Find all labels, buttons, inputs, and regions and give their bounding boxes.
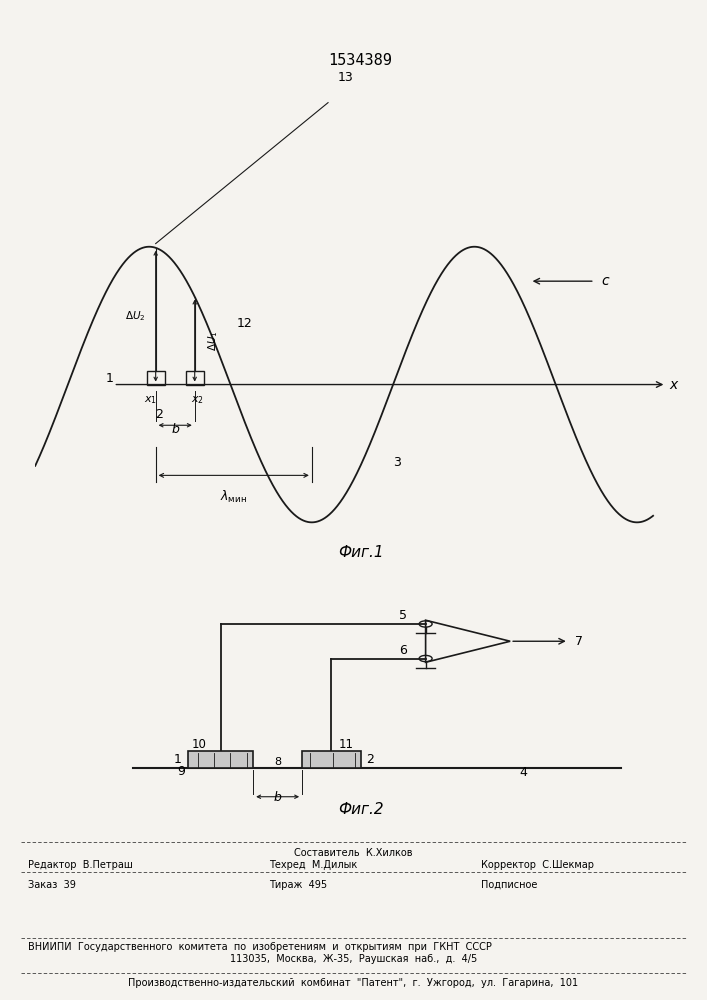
Text: Фиг.1: Фиг.1 bbox=[338, 545, 383, 560]
Text: 113035,  Москва,  Ж-35,  Раушская  наб.,  д.  4/5: 113035, Москва, Ж-35, Раушская наб., д. … bbox=[230, 954, 477, 964]
Text: $x_1$: $x_1$ bbox=[144, 394, 157, 406]
Text: 1534389: 1534389 bbox=[329, 53, 392, 68]
Text: Заказ  39: Заказ 39 bbox=[28, 880, 76, 890]
Text: 11: 11 bbox=[339, 738, 354, 751]
Text: x: x bbox=[670, 378, 678, 392]
Text: 13: 13 bbox=[338, 71, 354, 84]
Text: Техред  М.Дилык: Техред М.Дилык bbox=[269, 860, 357, 870]
Text: Тираж  495: Тираж 495 bbox=[269, 880, 327, 890]
Text: 3: 3 bbox=[393, 456, 401, 469]
Bar bbox=[186, 371, 204, 385]
Text: 12: 12 bbox=[237, 317, 252, 330]
Text: c: c bbox=[601, 274, 609, 288]
Bar bbox=[302, 751, 361, 768]
Text: 7: 7 bbox=[575, 635, 583, 648]
Text: $\lambda_{\rm мин}$: $\lambda_{\rm мин}$ bbox=[220, 489, 247, 505]
Text: $\Delta U_1$: $\Delta U_1$ bbox=[206, 330, 220, 351]
Text: ВНИИПИ  Государственного  комитета  по  изобретениям  и  открытиям  при  ГКНТ  С: ВНИИПИ Государственного комитета по изоб… bbox=[28, 942, 492, 952]
Text: 2: 2 bbox=[155, 408, 163, 421]
Text: 8: 8 bbox=[274, 757, 281, 767]
Text: Корректор  С.Шекмар: Корректор С.Шекмар bbox=[481, 860, 594, 870]
Text: Производственно-издательский  комбинат  "Патент",  г.  Ужгород,  ул.  Гагарина, : Производственно-издательский комбинат "П… bbox=[129, 978, 578, 988]
Text: b: b bbox=[274, 791, 281, 804]
Bar bbox=[188, 751, 253, 768]
Text: Составитель  К.Хилков: Составитель К.Хилков bbox=[294, 848, 413, 858]
Text: Фиг.2: Фиг.2 bbox=[338, 802, 383, 817]
Text: b: b bbox=[171, 423, 179, 436]
Text: 2: 2 bbox=[366, 753, 373, 766]
Text: $\Delta U_2$: $\Delta U_2$ bbox=[124, 309, 145, 323]
Text: 9: 9 bbox=[177, 765, 185, 778]
Text: 4: 4 bbox=[519, 766, 527, 779]
Text: $x_2$: $x_2$ bbox=[192, 394, 204, 406]
Text: 10: 10 bbox=[192, 738, 206, 751]
Text: 6: 6 bbox=[399, 644, 407, 657]
Text: 5: 5 bbox=[399, 609, 407, 622]
Bar bbox=[146, 371, 165, 385]
Text: 1: 1 bbox=[105, 372, 113, 385]
Text: Подписное: Подписное bbox=[481, 880, 537, 890]
Text: 1: 1 bbox=[174, 753, 182, 766]
Text: Редактор  В.Петраш: Редактор В.Петраш bbox=[28, 860, 133, 870]
